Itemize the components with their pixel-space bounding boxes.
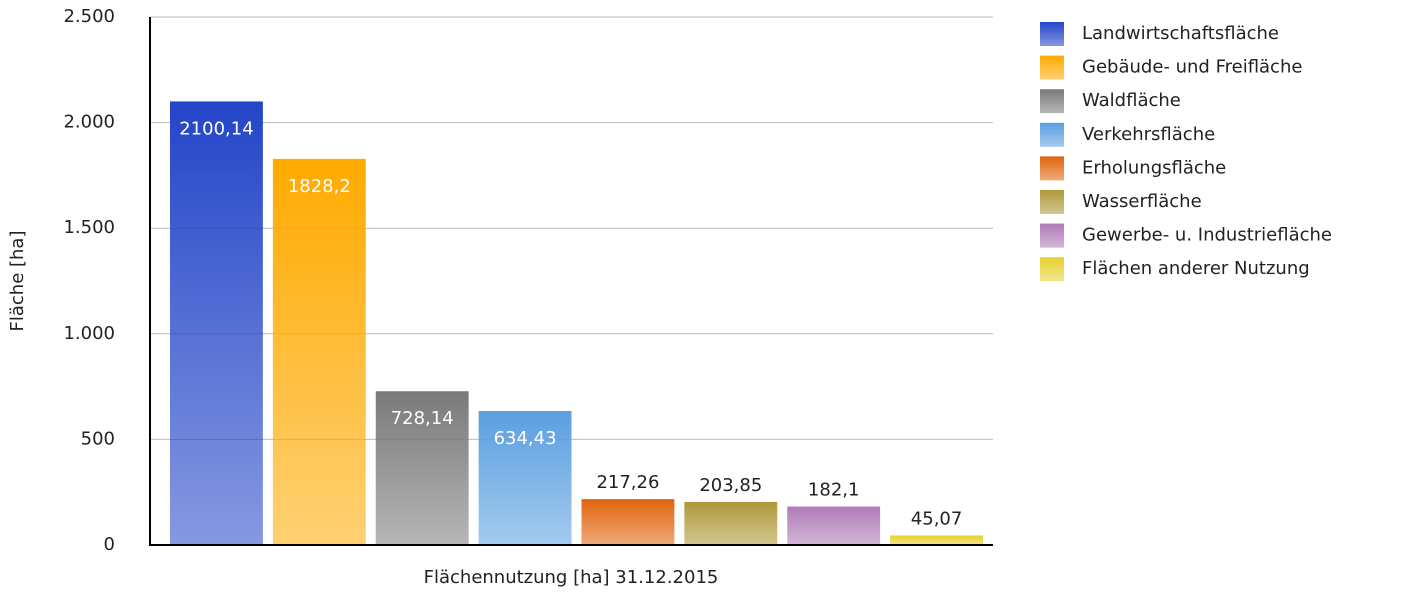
- bar: [272, 158, 366, 545]
- bar: [684, 501, 778, 545]
- legend-label: Wasserfläche: [1082, 191, 1202, 212]
- y-tick-label: 500: [81, 428, 115, 449]
- legend-swatch: [1040, 190, 1064, 214]
- bar: [375, 391, 469, 545]
- bar: [787, 506, 881, 545]
- legend-label: Gebäude- und Freifläche: [1082, 57, 1302, 78]
- legend-swatch: [1040, 122, 1064, 147]
- legend-label: Gewerbe- u. Industriefläche: [1082, 225, 1332, 246]
- legend-swatch: [1040, 223, 1064, 248]
- bar: [478, 411, 572, 545]
- y-tick-label: 1.500: [63, 217, 115, 238]
- y-axis-label: Fläche [ha]: [7, 231, 28, 332]
- legend-label: Flächen anderer Nutzung: [1082, 258, 1310, 279]
- data-label: 1828,2: [288, 176, 351, 197]
- x-axis-label: Flächennutzung [ha] 31.12.2015: [424, 567, 719, 588]
- y-tick-label: 1.000: [63, 323, 115, 344]
- y-tick-label: 2.000: [63, 112, 115, 133]
- data-label: 2100,14: [179, 118, 253, 139]
- legend-label: Erholungsfläche: [1082, 157, 1226, 178]
- data-label: 45,07: [911, 508, 963, 529]
- bar: [581, 499, 675, 545]
- legend-swatch: [1040, 89, 1064, 114]
- y-tick-label: 2.500: [63, 6, 115, 27]
- legend-swatch: [1040, 22, 1064, 46]
- data-label: 182,1: [808, 480, 860, 501]
- data-label: 217,26: [596, 472, 659, 493]
- y-tick-label: 0: [104, 534, 115, 555]
- data-label: 728,14: [391, 408, 454, 429]
- legend-label: Verkehrsfläche: [1082, 124, 1215, 145]
- legend-swatch: [1040, 156, 1064, 181]
- legend-label: Landwirtschaftsfläche: [1082, 23, 1279, 44]
- bar: [170, 101, 263, 545]
- bar: [890, 535, 983, 545]
- legend-swatch: [1040, 55, 1064, 80]
- legend-swatch: [1040, 257, 1064, 282]
- data-label: 203,85: [699, 475, 762, 496]
- data-label: 634,43: [494, 428, 557, 449]
- legend-label: Waldfläche: [1082, 90, 1181, 111]
